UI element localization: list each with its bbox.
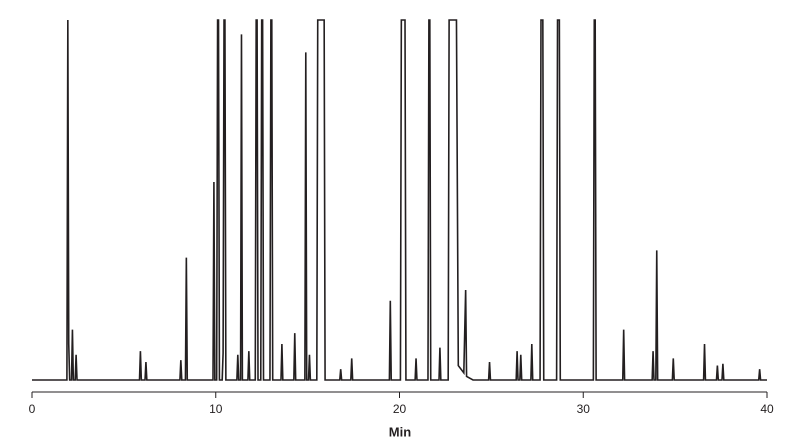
x-tick-label: 20	[393, 402, 407, 416]
x-axis-label: Min	[389, 424, 411, 439]
x-tick-label: 30	[577, 402, 591, 416]
x-tick-label: 40	[760, 402, 774, 416]
x-tick-label: 10	[209, 402, 223, 416]
x-tick-label: 0	[29, 402, 36, 416]
chromatogram-trace	[32, 19, 767, 381]
